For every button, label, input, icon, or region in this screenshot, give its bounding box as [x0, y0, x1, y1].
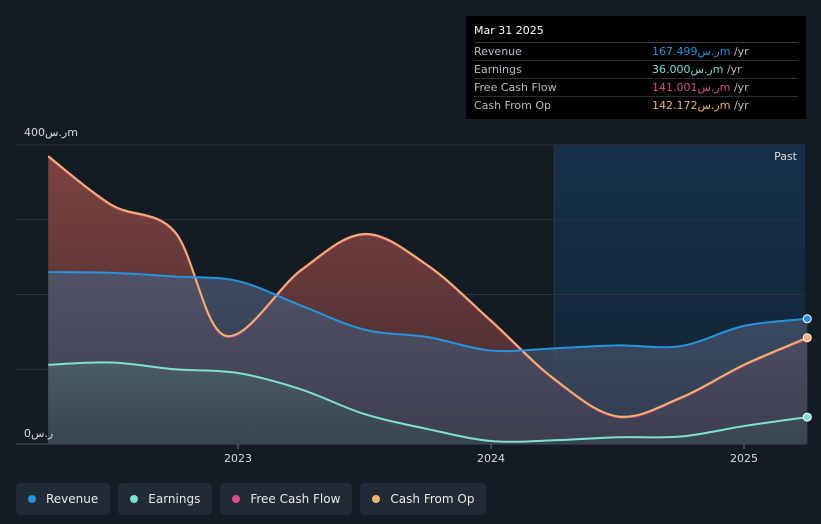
- y-axis-bottom-label: 0ر.س: [24, 427, 53, 440]
- legend: Revenue Earnings Free Cash Flow Cash Fro…: [16, 483, 487, 515]
- legend-item-cash-from-op[interactable]: Cash From Op: [360, 483, 487, 515]
- tooltip-value: 141.001ر.سm /yr: [652, 81, 749, 94]
- legend-label: Cash From Op: [390, 492, 475, 506]
- tooltip: Mar 31 2025 Revenue 167.499ر.سm /yr Earn…: [466, 16, 806, 119]
- x-tick-label: 2023: [224, 452, 252, 465]
- x-tick-label: 2025: [730, 452, 758, 465]
- tooltip-date: Mar 31 2025: [474, 24, 798, 43]
- tooltip-row-earnings: Earnings 36.000ر.سm /yr: [474, 61, 798, 79]
- x-axis-ticks: 2023 2024 2025: [224, 444, 758, 465]
- legend-label: Free Cash Flow: [250, 492, 341, 506]
- tooltip-value: 36.000ر.سm /yr: [652, 63, 742, 76]
- end-dot-cash-from-op: [802, 333, 812, 343]
- series-lines: [47, 155, 808, 443]
- y-axis-top-label: 400ر.سm: [24, 126, 78, 139]
- tooltip-row-cash-from-op: Cash From Op 142.172ر.سm /yr: [474, 97, 798, 114]
- end-dot-earnings: [802, 412, 812, 422]
- tooltip-label: Cash From Op: [474, 99, 552, 112]
- series-end-dots: [802, 314, 812, 422]
- legend-dot-icon: [28, 495, 36, 503]
- legend-item-earnings[interactable]: Earnings: [118, 483, 213, 515]
- legend-label: Revenue: [46, 492, 99, 506]
- tooltip-row-free-cash-flow: Free Cash Flow 141.001ر.سm /yr: [474, 79, 798, 97]
- x-tick-label: 2024: [477, 452, 505, 465]
- tooltip-label: Revenue: [474, 45, 522, 58]
- past-label: Past: [774, 150, 798, 163]
- line-cash-from-op: [47, 155, 808, 418]
- tooltip-value: 142.172ر.سm /yr: [652, 99, 749, 112]
- end-dot-revenue: [802, 314, 812, 324]
- line-revenue: [48, 271, 808, 353]
- area-earnings: [48, 362, 808, 444]
- tooltip-label: Earnings: [474, 63, 522, 76]
- line-earnings: [48, 361, 808, 443]
- tooltip-label: Free Cash Flow: [474, 81, 557, 94]
- legend-label: Earnings: [148, 492, 201, 506]
- tooltip-value: 167.499ر.سm /yr: [652, 45, 749, 58]
- legend-item-revenue[interactable]: Revenue: [16, 483, 111, 515]
- legend-dot-icon: [232, 495, 241, 503]
- legend-item-free-cash-flow[interactable]: Free Cash Flow: [220, 483, 353, 515]
- legend-dot-icon: [130, 495, 139, 503]
- tooltip-row-revenue: Revenue 167.499ر.سm /yr: [474, 43, 798, 61]
- legend-dot-icon: [372, 495, 381, 503]
